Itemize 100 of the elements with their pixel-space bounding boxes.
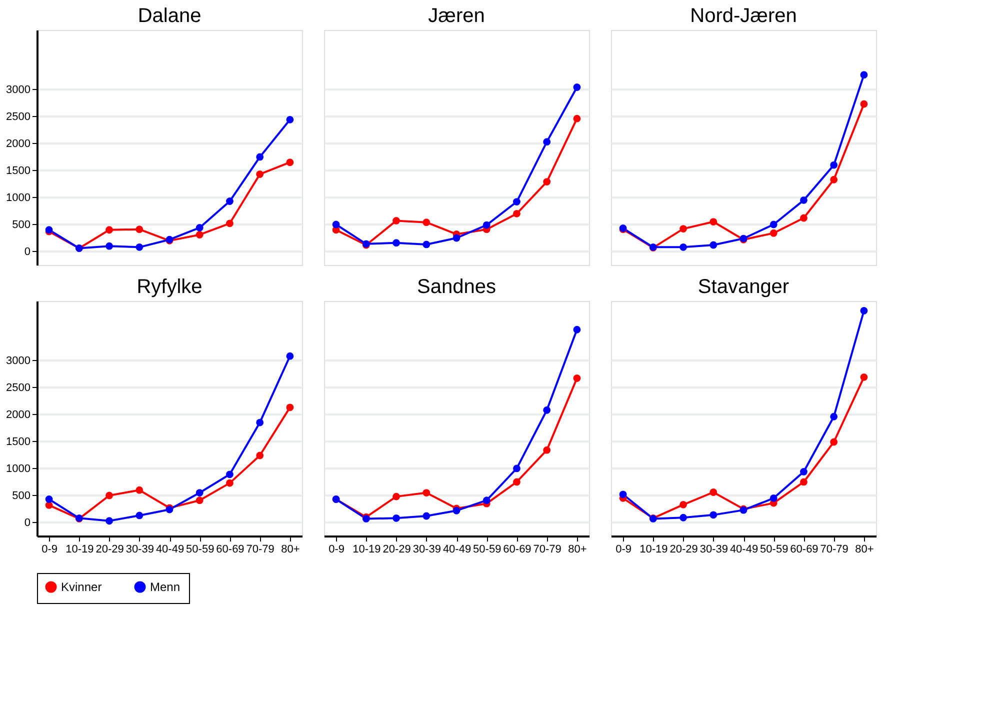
- y-tick-label: 3000: [6, 84, 30, 96]
- point: [800, 468, 808, 476]
- point: [710, 241, 718, 249]
- point: [422, 512, 430, 520]
- point: [830, 438, 838, 446]
- point: [573, 84, 581, 91]
- y-tick-label: 500: [12, 218, 30, 231]
- point: [543, 406, 551, 414]
- x-tick-label: 30-39: [412, 544, 441, 556]
- point: [196, 496, 204, 504]
- point: [770, 494, 778, 502]
- point: [800, 214, 808, 222]
- point: [513, 210, 520, 218]
- point: [860, 71, 868, 79]
- point: [106, 492, 113, 500]
- point: [136, 486, 144, 494]
- x-tick-label: 50-59: [760, 544, 788, 556]
- y-tick-label: 2000: [6, 408, 30, 421]
- legend-label: Menn: [150, 580, 180, 594]
- point: [770, 220, 778, 228]
- x-tick-label: 70-79: [820, 544, 848, 556]
- x-tick-label: 20-29: [96, 544, 124, 556]
- x-tick-label: 40-49: [156, 544, 184, 556]
- point: [332, 220, 340, 228]
- x-tick-label: 40-49: [730, 544, 758, 556]
- point: [710, 511, 718, 519]
- point: [710, 218, 718, 226]
- y-tick-label: 2000: [6, 138, 30, 150]
- point: [830, 412, 838, 420]
- point: [800, 478, 808, 486]
- point: [830, 176, 838, 184]
- point: [286, 116, 294, 124]
- point: [482, 221, 490, 229]
- x-tick-label: 0-9: [616, 544, 632, 556]
- point: [482, 496, 490, 504]
- point: [226, 470, 234, 478]
- point: [106, 226, 113, 234]
- point: [452, 234, 460, 242]
- point: [680, 500, 687, 508]
- x-tick-label: 70-79: [246, 544, 274, 556]
- y-tick-label: 0: [24, 516, 30, 529]
- point: [422, 489, 430, 496]
- x-tick-label: 50-59: [186, 544, 214, 556]
- legend-label: Kvinner: [61, 580, 102, 594]
- point: [513, 464, 520, 472]
- point: [830, 161, 838, 169]
- point: [286, 352, 294, 360]
- point: [136, 226, 144, 234]
- y-tick-label: 1500: [6, 436, 30, 448]
- x-tick-label: 80+: [855, 544, 874, 556]
- point: [256, 418, 264, 426]
- point: [800, 196, 808, 204]
- y-tick-label: 1000: [6, 192, 30, 204]
- point: [573, 114, 581, 122]
- point: [226, 198, 234, 205]
- x-tick-label: 30-39: [700, 544, 728, 556]
- x-tick-label: 60-69: [503, 544, 532, 556]
- point: [106, 517, 113, 525]
- chart-title: Nord-Jæren: [690, 5, 797, 27]
- point: [543, 446, 551, 454]
- point: [226, 479, 234, 487]
- y-tick-label: 3000: [6, 354, 30, 367]
- chart-title: Sandnes: [417, 276, 496, 298]
- y-tick-label: 0: [24, 246, 30, 258]
- point: [256, 452, 264, 460]
- point: [770, 229, 778, 237]
- chart-title: Ryfylke: [136, 276, 202, 298]
- point: [860, 373, 868, 381]
- point: [543, 138, 551, 146]
- point: [392, 217, 400, 224]
- x-tick-label: 70-79: [533, 544, 562, 556]
- point: [543, 178, 551, 186]
- point: [619, 490, 627, 498]
- x-tick-label: 80+: [281, 544, 300, 556]
- point: [573, 374, 581, 382]
- chart-title: Dalane: [138, 5, 202, 27]
- point: [860, 100, 868, 108]
- point: [136, 243, 144, 251]
- point: [226, 220, 234, 228]
- x-tick-label: 50-59: [473, 544, 502, 556]
- y-tick-label: 2500: [6, 382, 30, 394]
- chart-title: Stavanger: [698, 276, 790, 298]
- x-tick-label: 20-29: [382, 544, 411, 556]
- x-tick-label: 60-69: [216, 544, 244, 556]
- point: [422, 218, 430, 226]
- chart-title: Jæren: [428, 5, 485, 27]
- point: [136, 512, 144, 520]
- point: [392, 492, 400, 500]
- point: [196, 489, 204, 496]
- point: [680, 514, 687, 522]
- point: [680, 243, 687, 251]
- x-tick-label: 60-69: [790, 544, 818, 556]
- point: [513, 478, 520, 486]
- point: [573, 326, 581, 334]
- y-tick-label: 2500: [6, 110, 30, 123]
- x-tick-label: 10-19: [66, 544, 94, 556]
- x-tick-label: 10-19: [352, 544, 381, 556]
- x-tick-label: 40-49: [442, 544, 472, 556]
- point: [710, 488, 718, 496]
- point: [680, 225, 687, 233]
